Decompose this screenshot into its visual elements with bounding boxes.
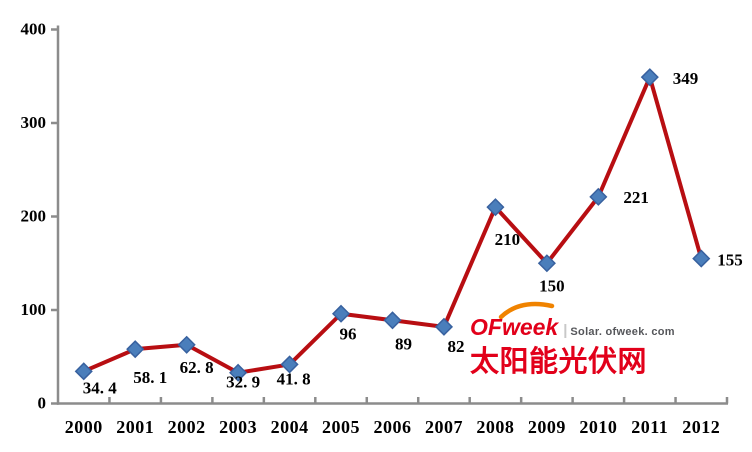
data-point-marker <box>486 198 505 217</box>
x-tick-label: 2003 <box>219 417 257 437</box>
data-point-label: 89 <box>395 334 412 353</box>
data-point-label: 58. 1 <box>133 368 167 387</box>
logo-separator: | <box>563 322 568 339</box>
y-tick-label: 400 <box>21 20 47 39</box>
logo-text-row: OFweek | Solar. ofweek. com <box>470 314 675 341</box>
ofweek-logo: OFweek | Solar. ofweek. com 太阳能光伏网 <box>468 296 675 378</box>
x-tick-label: 2010 <box>579 417 617 437</box>
x-tick-label: 2009 <box>528 417 566 437</box>
x-tick-label: 2011 <box>631 417 668 437</box>
logo-site-text: Solar. ofweek. com <box>570 326 675 338</box>
data-point-marker <box>229 363 248 382</box>
data-point-marker <box>331 304 351 323</box>
logo-swoosh-icon <box>498 301 555 320</box>
data-point-label: 41. 8 <box>277 369 311 388</box>
data-point-marker <box>280 355 299 374</box>
x-tick-label: 2008 <box>476 417 514 437</box>
data-point-marker <box>589 187 608 206</box>
x-tick-label: 2006 <box>374 417 412 437</box>
x-tick-label: 2002 <box>168 417 206 437</box>
data-point-marker <box>383 311 402 330</box>
logo-swoosh-arc <box>498 301 555 320</box>
x-tick-label: 2012 <box>682 417 720 437</box>
data-point-label: 155 <box>717 251 743 270</box>
x-tick-label: 2005 <box>322 417 360 437</box>
data-point-label: 210 <box>495 230 521 249</box>
data-point-label: 221 <box>623 188 649 207</box>
x-tick-label: 2004 <box>271 417 309 437</box>
logo-cn-text: 太阳能光伏网 <box>470 346 648 378</box>
x-tick-label: 2007 <box>425 417 463 437</box>
data-point-label: 34. 4 <box>83 378 118 397</box>
data-point-marker <box>692 249 711 268</box>
data-point-marker <box>177 335 196 354</box>
y-tick-label: 300 <box>21 113 47 132</box>
y-tick-label: 0 <box>38 394 47 413</box>
data-point-label: 62. 8 <box>180 358 214 377</box>
x-tick-label: 2001 <box>116 417 154 437</box>
data-point-label: 32. 9 <box>226 373 260 392</box>
data-point-label: 96 <box>340 325 357 344</box>
data-point-marker <box>537 254 556 273</box>
logo-brand-text: OFweek <box>470 314 559 340</box>
data-point-label: 150 <box>539 276 565 295</box>
data-point-marker <box>74 362 93 381</box>
data-point-marker <box>640 68 659 87</box>
x-tick-label: 2000 <box>65 417 103 437</box>
data-point-marker <box>126 340 145 359</box>
y-tick-label: 100 <box>21 300 47 319</box>
y-tick-label: 200 <box>21 207 47 226</box>
data-point-label: 349 <box>673 69 699 88</box>
data-point-marker <box>434 317 454 336</box>
data-point-label: 82 <box>447 337 464 356</box>
